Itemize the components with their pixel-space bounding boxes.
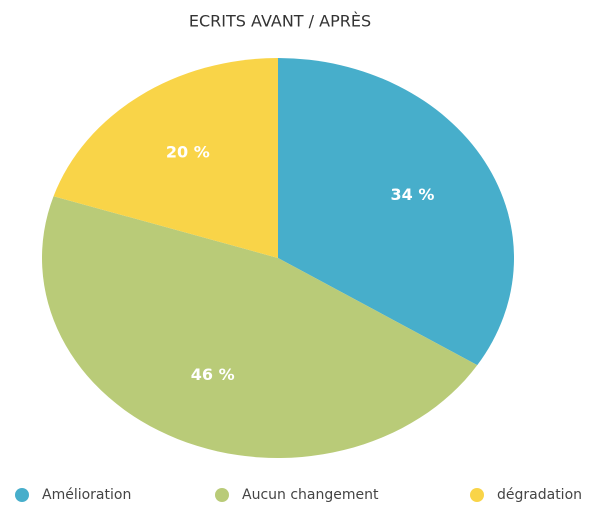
pie-slice [278,58,514,366]
legend-marker [15,488,29,502]
legend-label: dégradation [497,487,582,503]
legend-label: Amélioration [42,487,131,503]
legend-marker [215,488,229,502]
pie-slice [53,58,279,258]
chart-title: ECRITS AVANT / APRÈS [189,12,371,31]
value-label: 20 % [166,142,210,161]
legend-marker [470,488,484,502]
value-label: 34 % [390,185,434,204]
pie-slice [42,196,478,458]
value-label: 46 % [191,365,235,384]
legend-label: Aucun changement [242,487,379,503]
